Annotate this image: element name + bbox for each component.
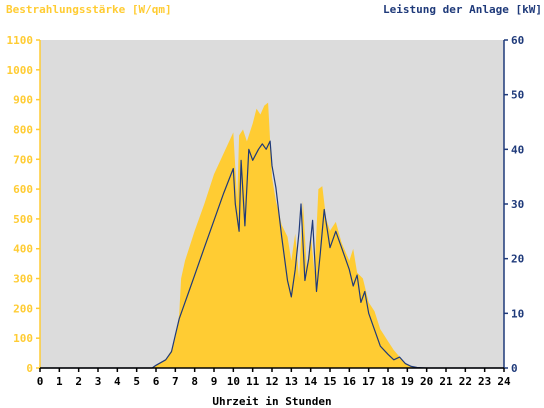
left-axis-ticks: 0 100 200 300 400 500 600 700 800 900 1000 1100 (7, 34, 40, 375)
left-tick-label: 200 (13, 302, 33, 315)
power-line (40, 140, 504, 369)
right-tick-label: 40 (511, 143, 524, 156)
x-axis-ticks: 0 1 2 3 4 5 6 7 8 9 10 11 12 13 14 15 16 17 18 19 20 21 22 23 24 (37, 368, 511, 388)
right-tick-label: 10 (511, 307, 524, 320)
left-tick-label: 900 (13, 94, 33, 107)
x-tick-label: 5 (133, 375, 140, 388)
x-tick-label: 23 (478, 375, 491, 388)
x-tick-label: 13 (285, 375, 298, 388)
x-tick-label: 10 (227, 375, 240, 388)
x-tick-label: 20 (420, 375, 433, 388)
x-tick-label: 8 (191, 375, 198, 388)
x-tick-label: 18 (381, 375, 394, 388)
left-tick-label: 800 (13, 123, 33, 136)
right-tick-label: 50 (511, 89, 524, 102)
irradiance-area-group (40, 102, 504, 368)
right-tick-label: 0 (511, 362, 518, 375)
irradiance-area (40, 102, 504, 368)
x-tick-label: 0 (37, 375, 44, 388)
left-tick-label: 0 (26, 362, 33, 375)
right-tick-label: 30 (511, 198, 524, 211)
left-tick-label: 100 (13, 332, 33, 345)
power-line-group (40, 140, 504, 369)
left-tick-label: 400 (13, 243, 33, 256)
left-tick-label: 700 (13, 153, 33, 166)
x-tick-label: 12 (265, 375, 278, 388)
left-tick-label: 500 (13, 213, 33, 226)
left-tick-label: 300 (13, 273, 33, 286)
left-tick-label: 1000 (7, 64, 34, 77)
x-axis-title: Uhrzeit in Stunden (212, 395, 331, 408)
left-tick-label: 600 (13, 183, 33, 196)
x-tick-label: 17 (362, 375, 375, 388)
x-tick-label: 4 (114, 375, 121, 388)
x-tick-label: 1 (56, 375, 63, 388)
x-tick-label: 24 (497, 375, 511, 388)
left-tick-label: 1100 (7, 34, 34, 47)
right-tick-label: 20 (511, 253, 524, 266)
x-tick-label: 2 (75, 375, 82, 388)
x-tick-label: 9 (211, 375, 218, 388)
right-tick-label: 60 (511, 34, 524, 47)
right-axis-ticks: 0 10 20 30 40 50 60 (504, 34, 524, 375)
x-tick-label: 7 (172, 375, 179, 388)
left-axis-title: Bestrahlungsstärke [W/qm] (6, 3, 172, 16)
right-axis-title: Leistung der Anlage [kW] (383, 3, 542, 16)
x-tick-label: 14 (304, 375, 318, 388)
x-tick-label: 3 (95, 375, 102, 388)
x-tick-label: 15 (323, 375, 336, 388)
x-tick-label: 22 (459, 375, 472, 388)
x-tick-label: 19 (401, 375, 414, 388)
x-tick-label: 16 (343, 375, 357, 388)
x-tick-label: 6 (153, 375, 160, 388)
x-tick-label: 21 (439, 375, 453, 388)
x-tick-label: 11 (246, 375, 260, 388)
